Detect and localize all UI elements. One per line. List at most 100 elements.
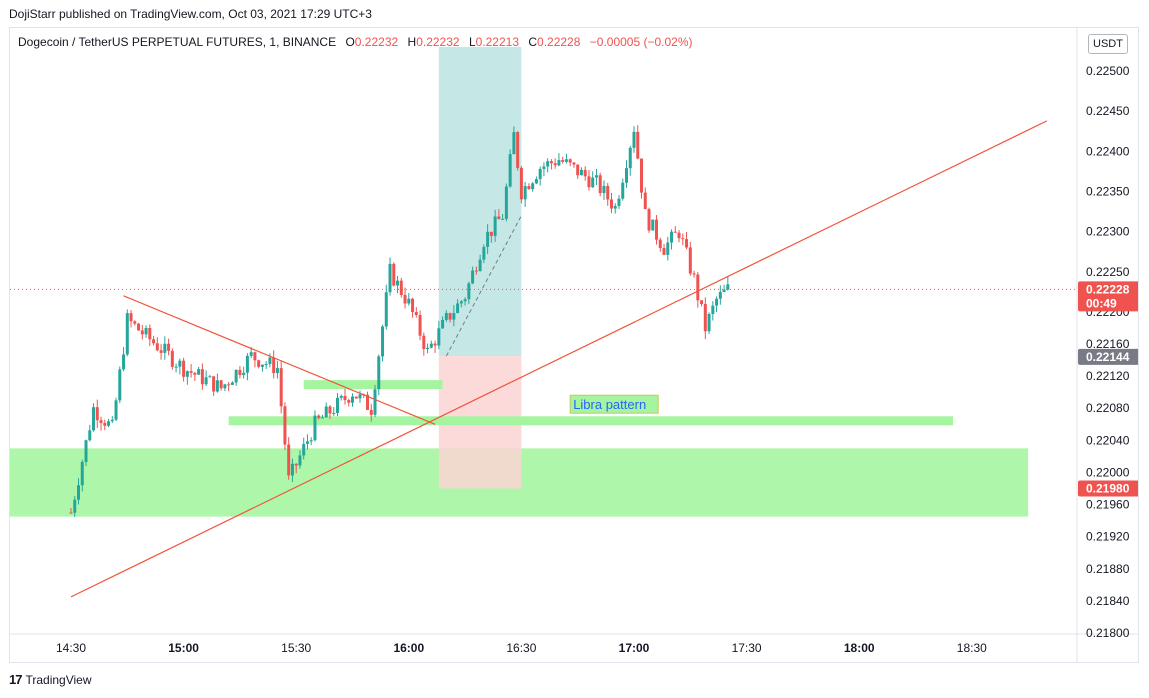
candle-body xyxy=(369,409,373,415)
candle-body xyxy=(137,323,141,331)
candle-body xyxy=(140,330,144,335)
candle-body xyxy=(681,238,685,240)
candle-body xyxy=(643,192,647,210)
candle-body xyxy=(572,162,576,165)
time-tick-label: 17:00 xyxy=(619,641,650,655)
low-value: 0.22213 xyxy=(475,35,520,49)
candle-body xyxy=(351,396,354,403)
candle-body xyxy=(542,166,546,169)
candle-body xyxy=(324,406,328,418)
candle-body xyxy=(546,161,550,167)
candle-body xyxy=(84,440,88,462)
last-price-label-bg xyxy=(1078,281,1138,312)
time-tick-label: 18:00 xyxy=(844,641,875,655)
candle-body xyxy=(174,366,178,368)
candle-body xyxy=(493,216,497,236)
zone-price-label-bg xyxy=(1078,480,1138,497)
candle-body xyxy=(617,198,621,206)
candle-body xyxy=(298,455,302,466)
brand-name: TradingView xyxy=(25,672,92,687)
candle-body xyxy=(392,263,396,286)
ascending-trendline[interactable] xyxy=(70,120,1048,598)
candle-body xyxy=(519,167,523,200)
candle-body xyxy=(426,347,430,350)
candle-body xyxy=(624,168,628,183)
candle-body xyxy=(215,380,219,392)
candle-body xyxy=(670,231,674,243)
close-value: 0.22228 xyxy=(537,35,581,49)
candle-body xyxy=(609,199,613,209)
candle-body xyxy=(448,313,452,320)
candle-body xyxy=(253,352,257,361)
candle-body xyxy=(95,407,99,421)
candle-body xyxy=(651,219,655,231)
candle-body xyxy=(655,219,659,240)
candle-body xyxy=(249,352,253,356)
candle-body xyxy=(583,169,587,177)
candle-body xyxy=(245,355,249,373)
candle-body xyxy=(332,412,336,414)
candle-body xyxy=(707,313,711,332)
candle-body xyxy=(320,417,324,419)
candle-body xyxy=(452,313,456,320)
candle-body xyxy=(257,360,261,367)
candle-body xyxy=(122,354,126,370)
candle-body xyxy=(396,280,400,286)
candle-body xyxy=(69,512,73,514)
marker-price-label-bg xyxy=(1078,348,1138,365)
descending-trendline[interactable] xyxy=(123,295,436,425)
candle-body xyxy=(598,175,602,194)
candle-body xyxy=(632,131,636,148)
candle-body xyxy=(482,246,486,260)
candle-body xyxy=(407,298,411,304)
candle-body xyxy=(711,305,715,314)
price-tick-label: 0.22120 xyxy=(1086,369,1130,383)
candle-body xyxy=(497,216,501,220)
close-label: C xyxy=(528,35,538,49)
candle-body xyxy=(129,313,133,322)
candle-body xyxy=(317,415,321,418)
high-value: 0.22232 xyxy=(416,35,460,49)
candle-body xyxy=(504,186,508,219)
candle-body xyxy=(219,380,223,389)
candle-body xyxy=(486,231,490,247)
candle-body xyxy=(88,430,92,441)
price-tick-label: 0.22040 xyxy=(1086,433,1130,447)
candle-body xyxy=(553,163,557,166)
level-bar-2[interactable] xyxy=(228,416,954,426)
currency-button[interactable]: USDT xyxy=(1088,34,1128,54)
candle-body xyxy=(444,313,448,320)
price-tick-label: 0.21960 xyxy=(1086,498,1130,512)
price-tick-label: 0.22080 xyxy=(1086,401,1130,415)
price-tick-label: 0.21840 xyxy=(1086,594,1130,608)
price-tick-label: 0.21920 xyxy=(1086,530,1130,544)
candle-body xyxy=(722,289,726,292)
candle-body xyxy=(242,372,246,376)
price-tick-label: 0.22350 xyxy=(1086,184,1130,198)
candle-body xyxy=(606,185,610,200)
candle-body xyxy=(212,376,216,392)
price-tick-label: 0.22300 xyxy=(1086,225,1130,239)
candle-body xyxy=(193,372,197,375)
chart-canvas[interactable]: Libra pattern 0.22500 0.22450 0.22400 0.2235… xyxy=(10,28,1138,662)
level-bar-1[interactable] xyxy=(303,380,443,390)
candle-body xyxy=(613,205,617,209)
open-label: O xyxy=(345,35,355,49)
tradingview-logo-icon: 17 xyxy=(9,672,23,687)
candle-body xyxy=(471,270,475,284)
candle-body xyxy=(688,247,692,274)
candle-body xyxy=(77,485,81,500)
candle-body xyxy=(167,343,171,351)
candle-body xyxy=(666,242,670,255)
high-label: H xyxy=(407,35,417,49)
candle-body xyxy=(200,369,204,385)
annotation-box[interactable] xyxy=(569,394,659,414)
price-tick-label: 0.22500 xyxy=(1086,64,1130,78)
long-position-target-zone[interactable] xyxy=(438,47,522,357)
candle-body xyxy=(107,421,111,426)
candle-body xyxy=(118,369,122,401)
candle-body xyxy=(148,327,152,340)
candle-body xyxy=(377,356,381,390)
candle-body xyxy=(223,384,227,389)
symbol-legend: Dogecoin / TetherUS PERPETUAL FUTURES, 1… xyxy=(18,35,693,49)
